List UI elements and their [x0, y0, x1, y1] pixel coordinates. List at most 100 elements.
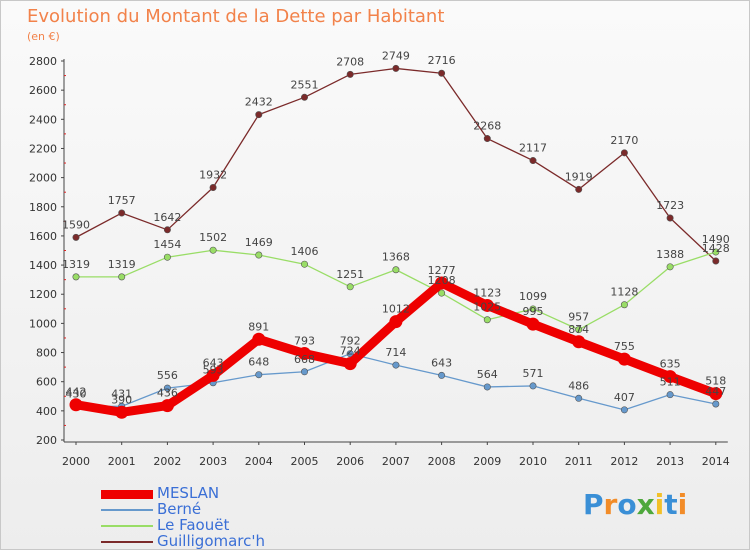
legend-swatch: [101, 509, 153, 511]
data-point-guilligomarch: [392, 64, 400, 72]
legend-label: Guilligomarc'h: [157, 532, 266, 550]
legend-label: Berné: [157, 500, 202, 518]
legend-swatch: [101, 541, 153, 543]
x-tick-label: 2003: [199, 455, 227, 468]
data-point-bern: [255, 371, 263, 379]
data-point-meslan: [69, 398, 83, 412]
data-point-meslan: [709, 387, 723, 401]
logo-letter: r: [603, 488, 618, 521]
y-tick-label: 800: [36, 347, 57, 360]
data-label-lefaout: 1208: [428, 274, 456, 287]
logo-letter: i: [654, 488, 665, 521]
data-label-guilligomarch: 2117: [519, 142, 547, 155]
data-point-meslan: [617, 352, 631, 366]
data-point-meslan: [298, 347, 311, 361]
legend-item: Berné: [101, 500, 341, 518]
data-label-lefaout: 1128: [610, 286, 638, 299]
data-point-guilligomarch: [483, 135, 491, 143]
data-label-bern: 431: [111, 387, 132, 400]
data-label-bern: 511: [660, 376, 681, 389]
data-point-guilligomarch: [163, 226, 171, 234]
data-point-guilligomarch: [666, 214, 674, 222]
data-label-meslan: 442: [66, 386, 87, 399]
data-point-lefaout: [529, 305, 537, 313]
data-label-meslan: 1123: [473, 286, 501, 299]
data-point-bern: [712, 400, 720, 408]
data-label-lefaout: 1469: [245, 236, 273, 249]
data-point-meslan: [252, 332, 266, 346]
data-point-lefaout: [163, 253, 171, 261]
logo-letter: x: [636, 488, 655, 521]
legend-item: MESLAN: [101, 484, 341, 502]
data-label-guilligomarch: 1428: [702, 242, 730, 255]
data-label-lefaout: 1025: [473, 301, 501, 314]
data-point-meslan: [160, 399, 174, 413]
data-point-guilligomarch: [300, 93, 308, 101]
data-point-lefaout: [300, 260, 308, 268]
data-point-bern: [620, 406, 628, 414]
data-label-lefaout: 1368: [382, 251, 410, 264]
data-label-lefaout: 1099: [519, 290, 547, 303]
x-tick-label: 2001: [108, 455, 136, 468]
data-label-lefaout: 1251: [336, 268, 364, 281]
legend-item: Guilligomarc'h: [101, 532, 341, 550]
chart-legend: MESLAN Berné Le Faouët Guilligomarc'h: [101, 484, 341, 550]
data-point-guilligomarch: [575, 185, 583, 193]
x-tick-label: 2005: [291, 455, 319, 468]
data-point-bern: [438, 371, 446, 379]
legend-swatch: [101, 490, 153, 499]
data-point-lefaout: [712, 248, 720, 256]
data-label-guilligomarch: 2716: [428, 54, 456, 67]
data-label-lefaout: 1490: [702, 233, 730, 246]
legend-label: MESLAN: [157, 484, 220, 502]
data-point-meslan: [526, 317, 540, 331]
x-tick-label: 2010: [519, 455, 547, 468]
data-label-bern: 571: [523, 367, 544, 380]
data-point-meslan: [572, 335, 586, 349]
data-point-guilligomarch: [529, 157, 537, 165]
data-point-meslan: [435, 276, 449, 290]
data-label-meslan: 755: [614, 340, 635, 353]
x-tick-label: 2000: [62, 455, 90, 468]
data-point-meslan: [115, 405, 129, 419]
data-label-lefaout: 1454: [153, 238, 181, 251]
x-tick-label: 2009: [473, 455, 501, 468]
chart-title: Evolution du Montant de la Dette par Hab…: [27, 6, 445, 27]
logo-letter: P: [583, 488, 604, 521]
data-label-meslan: 874: [568, 323, 589, 336]
chart-axes: 200 400 600 800 1000 1200 1400 1600 1800 2000 2200…: [29, 55, 730, 468]
data-point-meslan: [343, 357, 357, 371]
data-label-lefaout: 1502: [199, 231, 227, 244]
data-label-bern: 792: [340, 335, 361, 348]
x-tick-label: 2007: [382, 455, 410, 468]
y-tick-label: 1400: [29, 259, 57, 272]
data-label-guilligomarch: 1757: [108, 194, 136, 207]
data-label-guilligomarch: 1723: [656, 199, 684, 212]
data-label-bern: 564: [477, 368, 498, 381]
x-tick-label: 2012: [610, 455, 638, 468]
data-point-bern: [483, 383, 491, 391]
data-label-lefaout: 1319: [108, 258, 136, 271]
data-label-lefaout: 957: [568, 311, 589, 324]
data-point-guilligomarch: [346, 70, 354, 78]
data-point-lefaout: [483, 316, 491, 324]
data-label-lefaout: 1388: [656, 248, 684, 261]
data-label-guilligomarch: 2170: [610, 134, 638, 147]
x-tick-label: 2002: [153, 455, 181, 468]
data-point-lefaout: [255, 251, 263, 259]
data-point-lefaout: [209, 246, 217, 254]
data-point-lefaout: [72, 273, 80, 281]
y-tick-label: 2400: [29, 113, 57, 126]
data-point-guilligomarch: [72, 233, 80, 241]
data-label-meslan: 793: [294, 335, 315, 348]
y-tick-label: 400: [36, 405, 57, 418]
data-label-guilligomarch: 1642: [153, 211, 181, 224]
data-label-guilligomarch: 1932: [199, 169, 227, 182]
y-tick-label: 1600: [29, 230, 57, 243]
y-tick-label: 200: [36, 434, 57, 447]
data-point-guilligomarch: [209, 184, 217, 192]
data-point-bern: [392, 361, 400, 369]
y-tick-label: 1000: [29, 317, 57, 330]
y-tick-label: 2200: [29, 142, 57, 155]
data-label-guilligomarch: 2749: [382, 49, 410, 62]
